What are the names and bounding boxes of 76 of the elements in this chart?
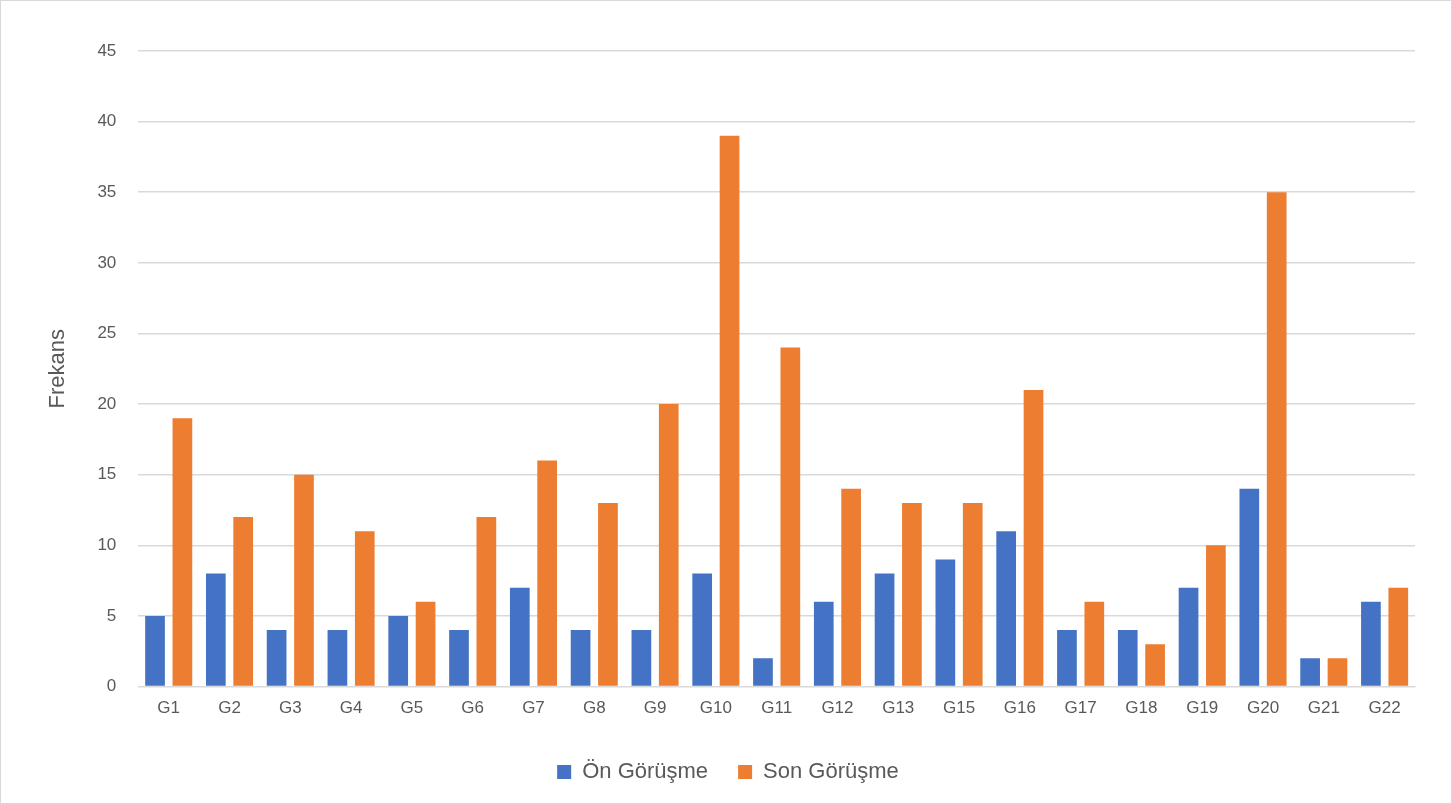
y-axis-title: Frekans (44, 329, 70, 409)
y-tick-label: 45 (97, 40, 117, 60)
bar (1057, 630, 1077, 686)
x-tick-label: G12 (821, 698, 854, 718)
bar (327, 630, 348, 686)
x-tick-label: G11 (761, 698, 793, 718)
bar (1206, 545, 1226, 686)
x-tick-label: G18 (1125, 698, 1158, 718)
x-tick-label: G16 (1003, 698, 1036, 718)
bar (205, 573, 226, 686)
x-tick-label: G10 (699, 698, 732, 718)
x-tick-label: G9 (643, 698, 667, 718)
bar (172, 418, 193, 686)
y-tick-label: 35 (97, 181, 117, 201)
y-tick-label: 40 (97, 111, 117, 131)
bar (388, 615, 409, 686)
x-tick-label: G5 (400, 698, 424, 718)
x-tick-label: G19 (1186, 698, 1219, 718)
bar (841, 488, 861, 686)
x-tick-label: G3 (278, 698, 302, 718)
bar (631, 630, 652, 686)
x-tick-label: G1 (157, 698, 181, 718)
x-tick-label: G6 (461, 698, 485, 718)
bar (294, 474, 314, 686)
x-tick-label: G4 (339, 698, 363, 718)
bar (145, 615, 165, 686)
bar (658, 404, 679, 686)
bar (1084, 601, 1105, 686)
bar (415, 601, 436, 686)
y-tick-label: 25 (97, 323, 117, 343)
bar (753, 658, 773, 686)
bar (449, 630, 469, 686)
bar (996, 531, 1016, 686)
bar (1388, 587, 1409, 686)
legend-label: Ön Görüşme (582, 758, 709, 784)
y-tick-label: 10 (97, 535, 117, 555)
bar (874, 573, 895, 686)
bar (1239, 488, 1260, 686)
bar (476, 517, 497, 686)
x-tick-label: G8 (582, 698, 606, 718)
y-tick-label: 5 (106, 605, 117, 625)
bar (233, 517, 254, 686)
bar (962, 502, 983, 686)
bar (719, 135, 740, 686)
x-tick-label: G13 (882, 698, 915, 718)
bar (813, 601, 834, 686)
x-tick-label: G22 (1368, 698, 1401, 718)
bar (354, 531, 375, 686)
bar (1117, 630, 1138, 686)
bar (1266, 192, 1287, 686)
bar (537, 460, 557, 686)
x-tick-label: G7 (522, 698, 545, 718)
y-tick-label: 30 (97, 252, 117, 272)
bar (598, 502, 618, 686)
bar (266, 630, 287, 686)
bar (1300, 658, 1320, 686)
x-tick-label: G17 (1064, 698, 1097, 718)
bar (935, 559, 956, 686)
x-tick-label: G21 (1307, 698, 1340, 718)
bar (1023, 389, 1044, 686)
bar (509, 587, 530, 686)
y-tick-label: 20 (97, 393, 117, 413)
bar (570, 630, 591, 686)
bar (692, 573, 713, 686)
x-tick-label: G20 (1246, 698, 1280, 718)
bar (1178, 587, 1199, 686)
x-tick-label: G2 (218, 698, 241, 718)
bar (780, 347, 801, 686)
bar (902, 502, 922, 686)
bar (1361, 601, 1381, 686)
legend-label: Son Görüşme (763, 758, 899, 784)
bar (1327, 658, 1348, 686)
y-tick-label: 0 (106, 676, 117, 696)
x-tick-label: G15 (942, 698, 976, 718)
bar (1145, 644, 1165, 686)
y-tick-label: 15 (97, 464, 117, 484)
